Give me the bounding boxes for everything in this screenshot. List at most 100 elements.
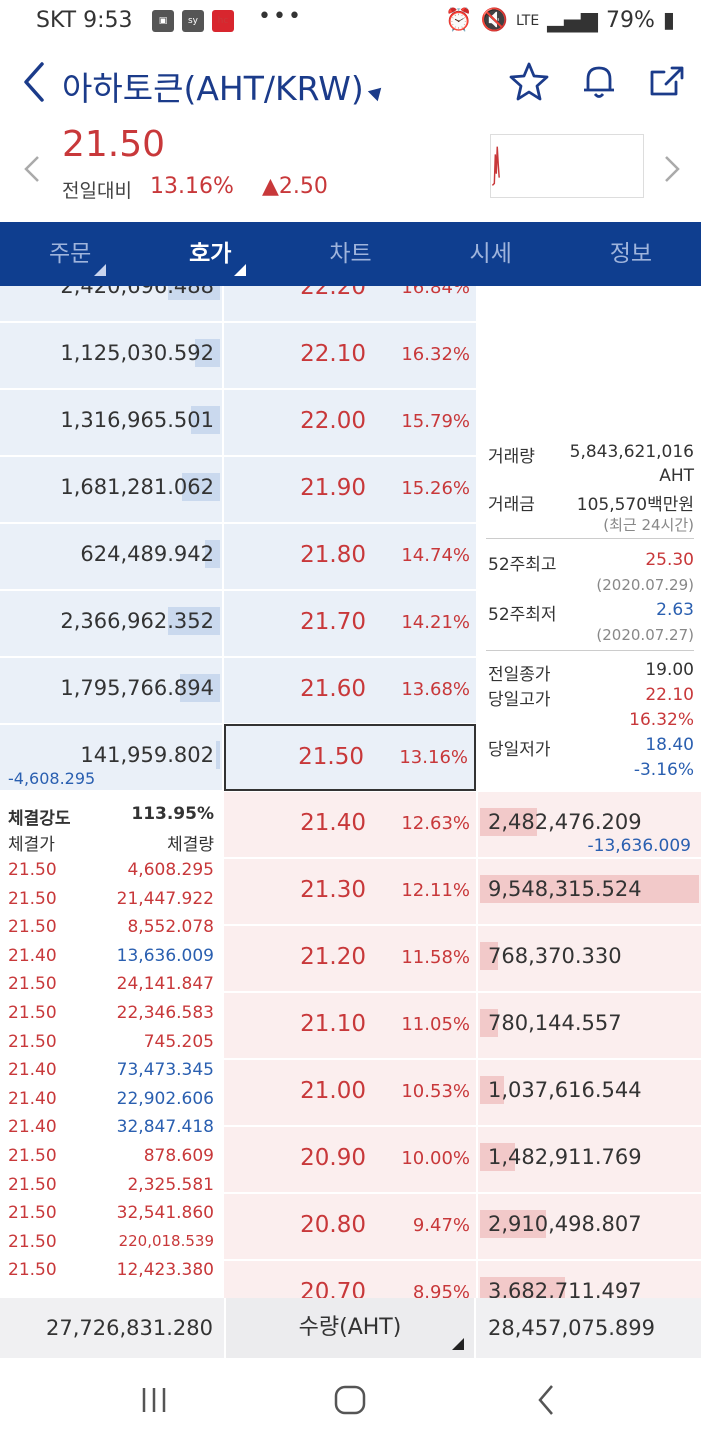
trade-row: 21.40 22,902.606 <box>0 1085 222 1113</box>
strength-label: 체결강도 <box>8 809 71 829</box>
ask-volume-cell[interactable]: 624,489.942 <box>0 524 222 589</box>
trade-qty: 32,541.860 <box>116 1203 214 1224</box>
bid-volume-cell[interactable]: 768,370.330 <box>478 926 701 991</box>
ask-volume-cell[interactable]: 1,125,030.592 <box>0 323 222 388</box>
bid-price-cell[interactable]: 21.30 12.11% <box>224 859 476 924</box>
ask-volume-bar <box>190 406 220 434</box>
ask-price-cell[interactable]: 22.10 16.32% <box>224 323 476 388</box>
bid-volume-cell[interactable]: 3,682,711.497 <box>478 1261 701 1298</box>
bid-row[interactable]: 21.00 10.53% 1,037,616.544 <box>0 1060 701 1127</box>
ask-price-cell[interactable]: 21.50 13.16% <box>224 724 476 791</box>
orderbook[interactable]: 2,420,696.488 22.20 16.84% 1,125,030.592 22.… <box>0 286 701 1298</box>
unit-selector-label: 수량(AHT) <box>298 1315 402 1340</box>
trade-qty: 24,141.847 <box>116 974 214 995</box>
status-carrier-time: SKT 9:53 <box>36 8 133 33</box>
ask-total: 27,726,831.280 <box>46 1316 213 1340</box>
tab-orderbook[interactable]: 호가 <box>140 222 280 286</box>
ask-row[interactable]: 1,125,030.592 22.10 16.32% <box>0 323 701 390</box>
ask-volume-bar <box>167 607 220 635</box>
ask-row[interactable]: 2,420,696.488 22.20 16.84% <box>0 286 701 323</box>
status-bar: SKT 9:53 ▣ sy hc ••• ⏰ 🔇 LTE ▂▄▆ 79% ▮ <box>0 0 701 44</box>
trade-row: 21.50 21,447.922 <box>0 885 222 913</box>
ask-volume-cell[interactable]: 1,795,766.894 <box>0 658 222 723</box>
bell-icon[interactable] <box>578 60 620 102</box>
bid-row[interactable]: 21.30 12.11% 9,548,315.524 <box>0 859 701 926</box>
bid-price-cell[interactable]: 20.80 9.47% <box>224 1194 476 1259</box>
tab-orderbook-caret-icon <box>234 264 247 276</box>
trade-price: 21.40 <box>8 945 57 966</box>
bid-price-cell[interactable]: 21.10 11.05% <box>224 993 476 1058</box>
bid-price: 21.10 <box>300 1011 366 1037</box>
trade-qty: 745.205 <box>143 1031 214 1052</box>
bid-row[interactable]: 20.70 8.95% 3,682,711.497 <box>0 1261 701 1298</box>
ask-price-cell[interactable]: 21.60 13.68% <box>224 658 476 723</box>
ask-row[interactable]: 2,366,962.352 21.70 14.21% <box>0 591 701 658</box>
bid-volume-cell[interactable]: 2,482,476.209 -13,636.009 <box>478 792 701 857</box>
app-header: 아하토큰(AHT/KRW) <box>0 52 701 116</box>
tab-order[interactable]: 주문 <box>0 222 140 286</box>
bid-price-cell[interactable]: 20.90 10.00% <box>224 1127 476 1192</box>
bid-volume-cell[interactable]: 1,482,911.769 <box>478 1127 701 1192</box>
bid-price-cell[interactable]: 21.20 11.58% <box>224 926 476 991</box>
tab-market[interactable]: 시세 <box>421 222 561 286</box>
ask-row[interactable]: 141,959.802 -4,608.295 21.50 13.16% <box>0 724 701 792</box>
tab-info[interactable]: 정보 <box>561 222 701 286</box>
bid-price-cell[interactable]: 21.00 10.53% <box>224 1060 476 1125</box>
back-nav-icon[interactable] <box>524 1378 568 1422</box>
divider <box>486 650 694 651</box>
mini-price-chart[interactable] <box>490 134 644 198</box>
ask-row[interactable]: 624,489.942 21.80 14.74% <box>0 524 701 591</box>
tab-chart[interactable]: 차트 <box>280 222 420 286</box>
ask-volume: 1,681,281.062 <box>60 475 214 499</box>
ask-price-cell[interactable]: 21.70 14.21% <box>224 591 476 656</box>
ask-price-cell[interactable]: 21.90 15.26% <box>224 457 476 522</box>
trade-price: 21.50 <box>8 1146 57 1166</box>
trade-price: 21.50 <box>8 974 57 995</box>
bid-volume-cell[interactable]: 1,037,616.544 <box>478 1060 701 1125</box>
recent-apps-icon[interactable] <box>132 1378 176 1422</box>
home-icon[interactable] <box>328 1378 372 1422</box>
ask-price: 22.20 <box>300 286 366 300</box>
ask-volume-bar <box>167 286 220 300</box>
ask-price: 22.00 <box>300 408 366 434</box>
ask-row[interactable]: 1,795,766.894 21.60 13.68% <box>0 658 701 725</box>
prev-coin-icon[interactable] <box>22 154 42 184</box>
battery-icon: ▮ <box>662 8 675 33</box>
trade-row: 21.40 13,636.009 <box>0 942 222 970</box>
ask-volume-cell[interactable]: 1,681,281.062 <box>0 457 222 522</box>
bid-volume-cell[interactable]: 2,910,498.807 <box>478 1194 701 1259</box>
bid-volume-cell[interactable]: 9,548,315.524 <box>478 859 701 924</box>
ask-price-cell[interactable]: 21.80 14.74% <box>224 524 476 589</box>
ask-row[interactable]: 1,681,281.062 21.90 15.26% <box>0 457 701 524</box>
bid-price-cell[interactable]: 21.40 12.63% <box>224 792 476 857</box>
title-dropdown-icon[interactable] <box>367 82 387 102</box>
page-title[interactable]: 아하토큰(AHT/KRW) <box>62 69 364 108</box>
star-icon[interactable] <box>508 60 550 102</box>
bid-row[interactable]: 21.10 11.05% 780,144.557 <box>0 993 701 1060</box>
ask-volume-cell[interactable]: 1,316,965.501 <box>0 390 222 455</box>
bid-price-cell[interactable]: 20.70 8.95% <box>224 1261 476 1298</box>
ask-volume-bar <box>205 540 220 568</box>
bid-row[interactable]: 21.40 12.63% 2,482,476.209 -13,636.009 <box>0 792 701 859</box>
unit-selector[interactable]: 수량(AHT) <box>224 1298 476 1358</box>
ask-price-cell[interactable]: 22.00 15.79% <box>224 390 476 455</box>
bid-volume-cell[interactable]: 780,144.557 <box>478 993 701 1058</box>
prev-close-value: 19.00 <box>645 660 694 680</box>
bid-row[interactable]: 20.90 10.00% 1,482,911.769 <box>0 1127 701 1194</box>
back-icon[interactable] <box>18 58 50 106</box>
trade-qty: 2,325.581 <box>127 1174 214 1195</box>
bid-volume-bar <box>480 1210 546 1238</box>
bid-row[interactable]: 20.80 9.47% 2,910,498.807 <box>0 1194 701 1261</box>
day-low-value: 18.40 <box>645 735 694 755</box>
ask-volume-cell[interactable]: 141,959.802 -4,608.295 <box>0 725 222 790</box>
ask-volume-cell[interactable]: 2,420,696.488 <box>0 286 222 321</box>
trade-row: 21.40 73,473.345 <box>0 1056 222 1084</box>
next-coin-icon[interactable] <box>662 154 682 184</box>
ask-price-cell[interactable]: 22.20 16.84% <box>224 286 476 321</box>
ask-row[interactable]: 1,316,965.501 22.00 15.79% <box>0 390 701 457</box>
ask-volume-cell[interactable]: 2,366,962.352 <box>0 591 222 656</box>
share-icon[interactable] <box>646 60 688 102</box>
bid-row[interactable]: 21.20 11.58% 768,370.330 <box>0 926 701 993</box>
system-navigation-bar <box>0 1360 701 1440</box>
tab-order-caret-icon <box>94 264 107 276</box>
